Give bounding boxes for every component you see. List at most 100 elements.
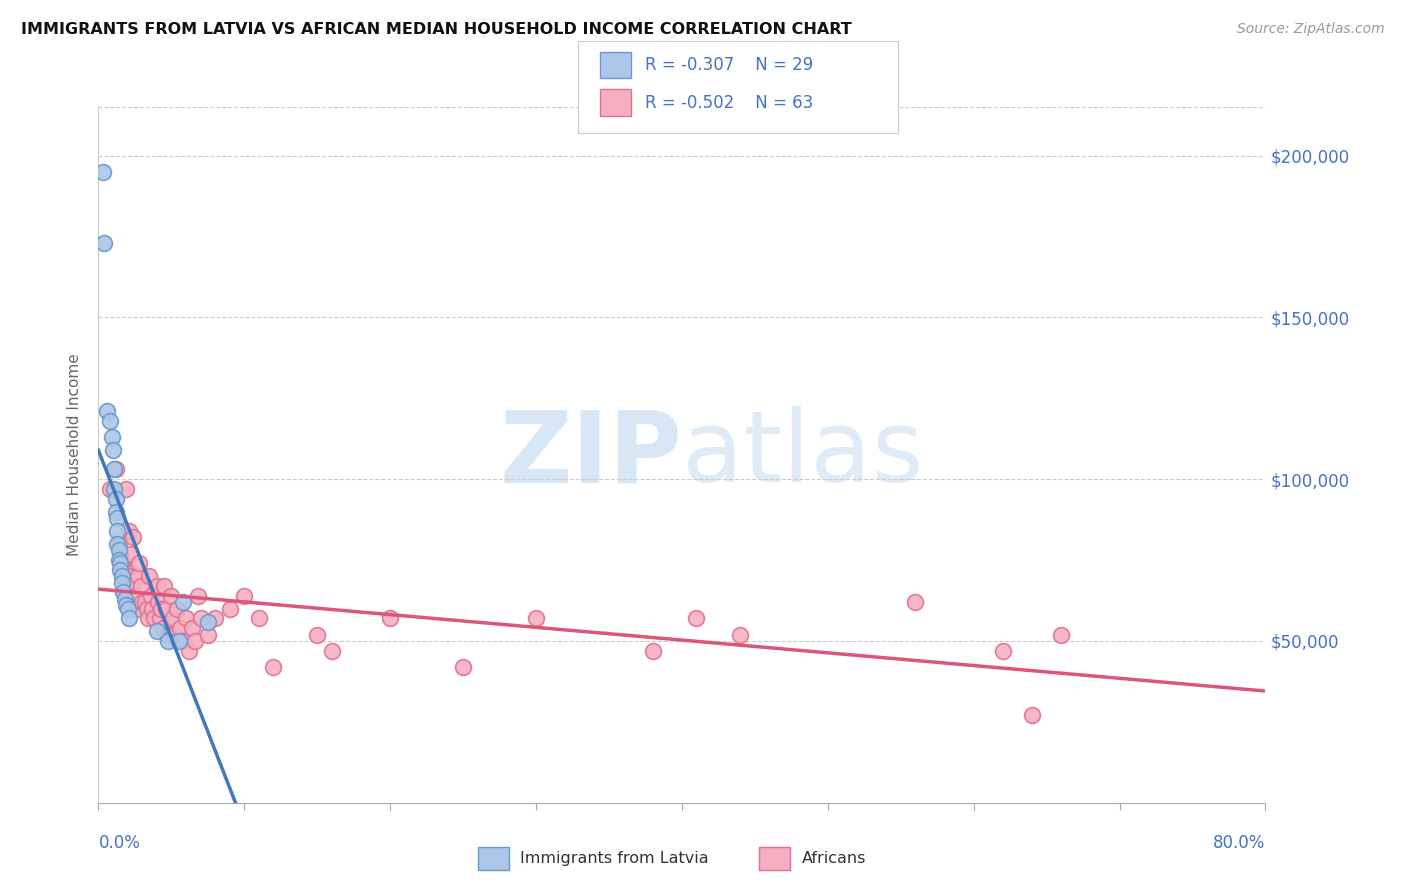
Point — [114, 591, 136, 606]
Point — [991, 643, 1014, 657]
Point — [146, 624, 169, 639]
Point — [321, 643, 343, 657]
Point — [1050, 627, 1073, 641]
Point — [218, 601, 240, 615]
Point — [307, 627, 329, 641]
Point — [134, 595, 156, 609]
Text: ZIP: ZIP — [499, 407, 682, 503]
Point — [183, 634, 205, 648]
Point — [641, 643, 664, 657]
Text: 0.0%: 0.0% — [98, 834, 141, 852]
Point — [197, 627, 219, 641]
Point — [728, 627, 751, 641]
Point — [105, 537, 128, 551]
Point — [125, 601, 148, 615]
Text: atlas: atlas — [682, 407, 924, 503]
Point — [112, 585, 135, 599]
Point — [146, 579, 169, 593]
Point — [190, 611, 212, 625]
Text: 80.0%: 80.0% — [1213, 834, 1265, 852]
Point — [117, 569, 139, 583]
Point — [101, 443, 124, 458]
Point — [197, 615, 219, 629]
Point — [118, 611, 141, 625]
Point — [91, 165, 114, 179]
Point — [108, 537, 131, 551]
Point — [138, 569, 160, 583]
Point — [103, 482, 125, 496]
Text: IMMIGRANTS FROM LATVIA VS AFRICAN MEDIAN HOUSEHOLD INCOME CORRELATION CHART: IMMIGRANTS FROM LATVIA VS AFRICAN MEDIAN… — [21, 22, 852, 37]
Point — [204, 611, 226, 625]
Point — [141, 601, 163, 615]
Point — [149, 611, 172, 625]
Point — [136, 611, 159, 625]
Point — [163, 627, 186, 641]
Text: R = -0.307    N = 29: R = -0.307 N = 29 — [645, 56, 814, 74]
Point — [157, 627, 180, 641]
Point — [135, 601, 157, 615]
Point — [177, 643, 200, 657]
Point — [104, 504, 127, 518]
Point — [111, 575, 134, 590]
Text: Source: ZipAtlas.com: Source: ZipAtlas.com — [1237, 22, 1385, 37]
Point — [111, 557, 134, 571]
Point — [128, 557, 150, 571]
Point — [153, 579, 176, 593]
Point — [180, 621, 202, 635]
Point — [127, 569, 149, 583]
Point — [100, 430, 122, 444]
Point — [162, 611, 184, 625]
Point — [169, 621, 191, 635]
Text: Immigrants from Latvia: Immigrants from Latvia — [520, 851, 709, 866]
Point — [124, 589, 146, 603]
Point — [262, 660, 284, 674]
Point — [115, 482, 138, 496]
Point — [142, 611, 165, 625]
Point — [451, 660, 474, 674]
Point — [148, 595, 170, 609]
Point — [524, 611, 547, 625]
Point — [115, 599, 138, 613]
Point — [904, 595, 927, 609]
Point — [152, 621, 174, 635]
Point — [172, 595, 194, 609]
Point — [96, 404, 118, 418]
Point — [155, 601, 177, 615]
Point — [121, 579, 143, 593]
Point — [1021, 708, 1043, 723]
Point — [150, 601, 173, 615]
Point — [685, 611, 707, 625]
Point — [247, 611, 270, 625]
Point — [110, 563, 132, 577]
Point — [160, 589, 183, 603]
Point — [104, 491, 127, 506]
Point — [103, 462, 125, 476]
Point — [120, 547, 142, 561]
Point — [110, 547, 132, 561]
Point — [105, 524, 128, 538]
Point — [104, 462, 127, 476]
Point — [233, 589, 256, 603]
Point — [122, 531, 145, 545]
Point — [111, 569, 134, 583]
Point — [378, 611, 402, 625]
Point — [117, 601, 139, 615]
Point — [105, 511, 128, 525]
Point — [112, 563, 135, 577]
Point — [167, 634, 190, 648]
Text: R = -0.502    N = 63: R = -0.502 N = 63 — [645, 94, 814, 112]
Point — [187, 589, 209, 603]
Point — [129, 579, 152, 593]
Point — [108, 553, 131, 567]
Point — [174, 611, 197, 625]
Point — [108, 543, 131, 558]
Point — [98, 482, 121, 496]
Point — [98, 414, 121, 428]
Point — [118, 524, 141, 538]
Point — [172, 634, 194, 648]
Point — [157, 634, 180, 648]
Point — [139, 589, 162, 603]
Point — [93, 235, 115, 250]
Point — [131, 595, 153, 609]
Point — [110, 557, 132, 571]
